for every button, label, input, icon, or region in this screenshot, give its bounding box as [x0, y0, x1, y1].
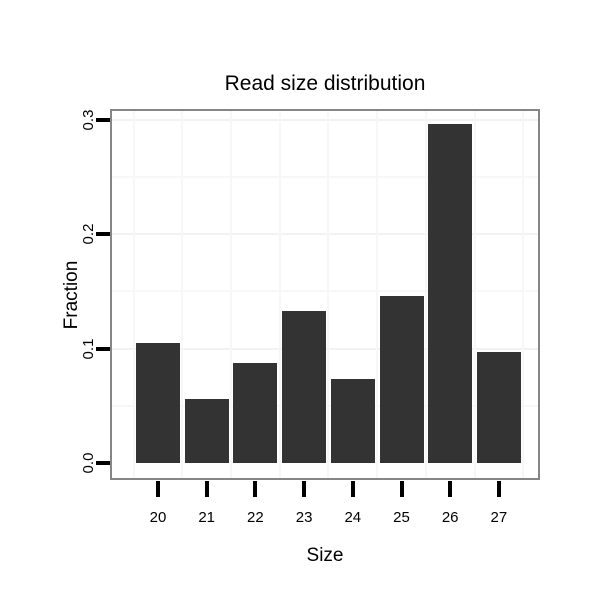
v-gridline: [230, 111, 233, 478]
bar-size-22: [233, 363, 278, 463]
h-gridline: [112, 118, 538, 121]
y-tick: [96, 461, 110, 465]
y-tick: [96, 346, 110, 351]
x-tick: [350, 481, 355, 497]
x-tick: [302, 481, 307, 497]
plot-panel: [110, 109, 540, 480]
bar-size-23: [282, 310, 327, 463]
x-tick-label: 23: [295, 509, 313, 526]
bar-size-25: [379, 295, 424, 463]
x-tick: [204, 481, 209, 497]
x-tick-label: 22: [247, 509, 264, 526]
h-gridline: [112, 233, 538, 235]
y-tick-label: 0.2: [80, 223, 97, 245]
y-tick: [96, 232, 110, 236]
x-tick-label: 25: [393, 509, 410, 526]
x-tick: [448, 481, 453, 497]
bar-size-27: [476, 351, 521, 463]
chart-title: Read size distribution: [224, 72, 426, 95]
v-gridline: [132, 111, 135, 478]
h-gridline: [112, 290, 538, 293]
bar-size-24: [330, 379, 375, 463]
v-gridline: [473, 111, 476, 478]
v-gridline: [376, 111, 379, 478]
bar-size-26: [428, 124, 473, 463]
y-tick-label: 0.3: [80, 109, 97, 130]
v-gridline: [327, 111, 330, 478]
x-tick: [253, 481, 258, 497]
y-tick-label: 0.1: [80, 338, 97, 359]
x-tick: [156, 481, 160, 497]
h-gridline: [112, 175, 538, 178]
x-axis-title: Size: [306, 545, 344, 566]
y-tick: [96, 117, 110, 122]
x-tick-label: 24: [344, 509, 362, 526]
x-tick-label: 26: [441, 509, 459, 526]
x-tick-label: 21: [198, 509, 216, 526]
x-tick-label: 20: [149, 509, 167, 526]
y-tick-label: 0.0: [80, 452, 97, 474]
bar-size-20: [136, 342, 180, 463]
v-gridline: [181, 111, 184, 478]
v-gridline: [424, 111, 427, 478]
v-gridline: [522, 111, 525, 478]
x-tick: [399, 481, 404, 497]
bar-size-21: [184, 398, 229, 463]
x-tick: [496, 481, 501, 497]
v-gridline: [278, 111, 281, 478]
x-tick-label: 27: [490, 509, 508, 526]
